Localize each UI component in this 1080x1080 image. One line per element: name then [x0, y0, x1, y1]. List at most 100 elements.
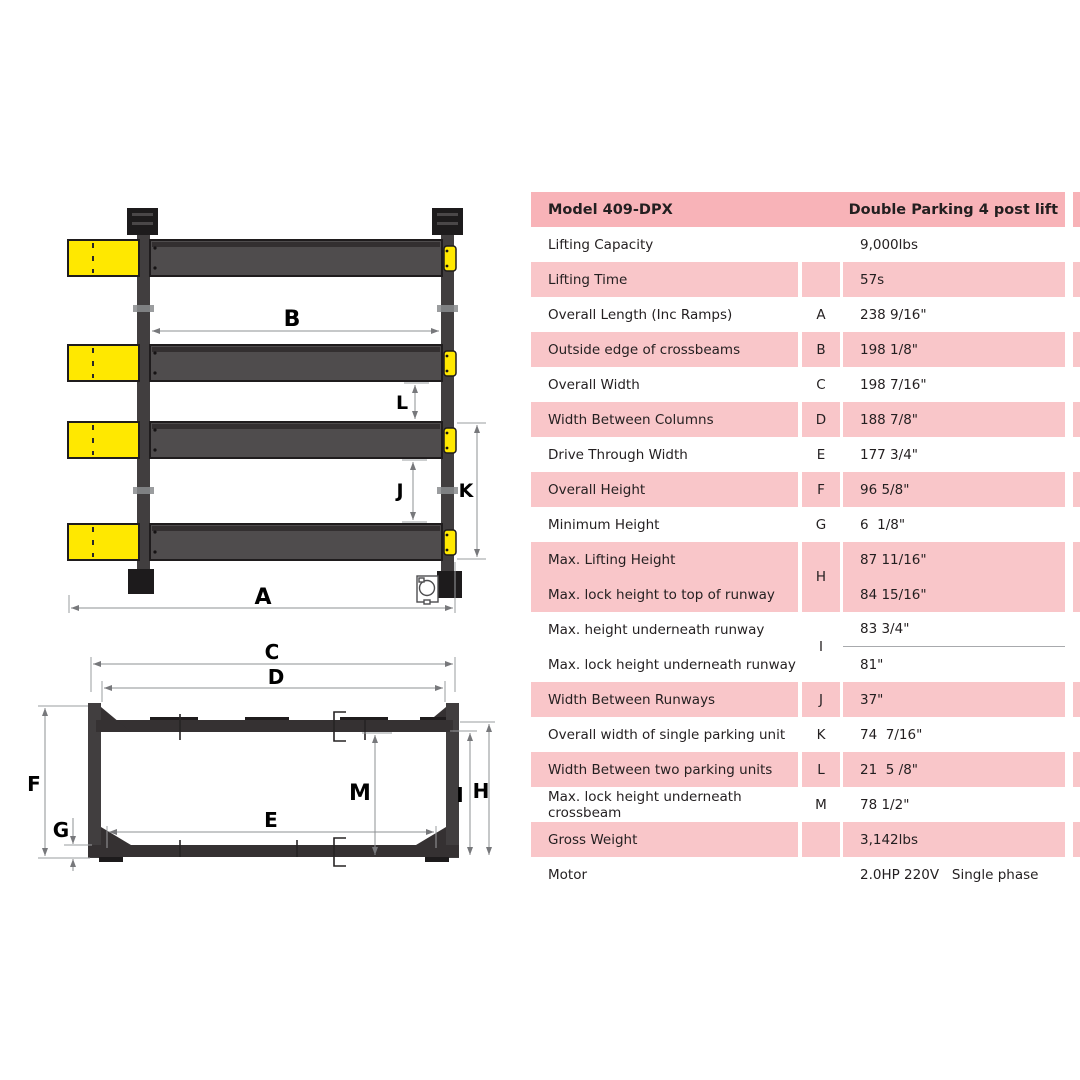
dim-label-h: H [473, 779, 490, 803]
spec-label: Outside edge of crossbeams [531, 332, 798, 367]
dimension-i: I [450, 730, 477, 855]
table-edge-sliver [1073, 402, 1080, 437]
table-edge-sliver [1073, 822, 1080, 857]
spec-label: Drive Through Width [531, 437, 798, 472]
table-header-row: Model 409-DPX Double Parking 4 post lift [531, 192, 1080, 227]
runway-assembly [67, 239, 457, 277]
spec-value: 78 1/2" [843, 787, 1065, 822]
spec-label-group: Max. Lifting Height Max. lock height to … [531, 542, 798, 612]
spec-letter: I [802, 612, 840, 682]
table-edge-sliver [1073, 612, 1080, 682]
dimension-l: L [396, 382, 429, 419]
dim-label-f: F [27, 772, 41, 796]
table-row: Lifting Time 57s [531, 262, 1080, 297]
spec-letter: B [802, 332, 840, 367]
spec-value: 198 1/8" [843, 332, 1065, 367]
spec-label: Lifting Capacity [531, 227, 798, 262]
spec-label: Overall width of single parking unit [531, 717, 798, 752]
dimension-j: J [394, 459, 427, 523]
dimension-h: H [460, 721, 495, 855]
spec-value: 84 15/16" [860, 586, 927, 603]
spec-label: Overall Height [531, 472, 798, 507]
dim-label-m: M [349, 781, 371, 806]
table-row: Width Between Columns D 188 7/8" [531, 402, 1080, 437]
spec-label: Overall Width [531, 367, 798, 402]
dim-label-e: E [264, 808, 278, 832]
foot-plate [425, 857, 449, 862]
bottom-crossbeam [88, 845, 459, 857]
dimension-g: G [53, 818, 92, 871]
post-cap [432, 208, 463, 235]
table-edge-sliver [1073, 367, 1080, 402]
dim-label-i: I [456, 783, 463, 807]
front-view-diagram: C D F G [27, 640, 495, 871]
spec-value: 21 5 /8" [843, 752, 1065, 787]
dim-label-k: K [459, 480, 475, 502]
dimension-k: K [457, 422, 486, 560]
table-edge-sliver [1073, 717, 1080, 752]
table-edge-sliver [1073, 297, 1080, 332]
spec-label: Width Between Columns [531, 402, 798, 437]
dimension-b: B [152, 307, 439, 334]
table-edge-sliver [1073, 472, 1080, 507]
spec-value: 74 7/16" [843, 717, 1065, 752]
runway-assembly [67, 421, 457, 459]
table-row: Minimum Height G 6 1/8" [531, 507, 1080, 542]
spec-label: Gross Weight [531, 822, 798, 857]
table-row: Lifting Capacity 9,000lbs [531, 227, 1080, 262]
spec-table: Model 409-DPX Double Parking 4 post lift… [531, 192, 1080, 892]
spec-letter [802, 262, 840, 297]
table-edge-sliver [1073, 227, 1080, 262]
dimension-c: C [90, 640, 456, 692]
spec-label: Max. lock height underneath crossbeam [531, 787, 798, 822]
spec-label: Motor [531, 857, 798, 892]
table-row: Max. lock height underneath crossbeam M … [531, 787, 1080, 822]
table-edge-sliver [1073, 752, 1080, 787]
spec-value-group: 83 3/4" 81" [843, 612, 1065, 682]
product-title: Double Parking 4 post lift [848, 201, 1058, 218]
runway-assembly [67, 523, 457, 561]
spec-letter [802, 857, 840, 892]
table-edge-sliver [1073, 262, 1080, 297]
table-row: Width Between two parking units L 21 5 /… [531, 752, 1080, 787]
spec-value: 83 3/4" [843, 612, 1065, 647]
spec-label: Width Between two parking units [531, 752, 798, 787]
runway-assembly [67, 344, 457, 382]
dimension-d: D [101, 665, 446, 702]
spec-label-group: Max. height underneath runway Max. lock … [531, 612, 798, 682]
right-post [446, 703, 459, 858]
spec-label: Width Between Runways [531, 682, 798, 717]
post-cap [127, 208, 158, 235]
foot-plate [99, 857, 123, 862]
spec-letter [802, 822, 840, 857]
spec-label: Overall Length (Inc Ramps) [531, 297, 798, 332]
spec-label: Max. Lifting Height [548, 551, 676, 568]
spec-value: 2.0HP 220V Single phase [843, 857, 1065, 892]
table-edge-sliver [1073, 542, 1080, 612]
spec-value: 177 3/4" [843, 437, 1065, 472]
spec-value-group: 87 11/16" 84 15/16" [843, 542, 1065, 612]
spec-value: 57s [843, 262, 1065, 297]
table-edge-sliver [1073, 787, 1080, 822]
spec-label: Max. height underneath runway [548, 621, 765, 638]
table-edge-sliver [1073, 437, 1080, 472]
spec-letter: K [802, 717, 840, 752]
spec-label: Minimum Height [531, 507, 798, 542]
spec-label: Max. lock height underneath runway [548, 656, 796, 673]
table-header: Model 409-DPX Double Parking 4 post lift [531, 192, 1065, 227]
dim-label-b: B [284, 307, 301, 332]
table-edge-sliver [1073, 682, 1080, 717]
dimension-e: E [106, 808, 437, 848]
table-row: Overall Width C 198 7/16" [531, 367, 1080, 402]
table-row: Width Between Runways J 37" [531, 682, 1080, 717]
table-row-merged: Max. Lifting Height Max. lock height to … [531, 542, 1080, 612]
table-row: Overall Length (Inc Ramps) A 238 9/16" [531, 297, 1080, 332]
spec-value: 96 5/8" [843, 472, 1065, 507]
spec-label: Max. lock height to top of runway [548, 586, 775, 603]
post-cap [437, 571, 462, 598]
spec-value: 6 1/8" [843, 507, 1065, 542]
dim-label-j: J [394, 480, 403, 502]
top-view-diagram: B L J K [67, 208, 486, 613]
table-edge-sliver [1073, 857, 1080, 892]
spec-value: 9,000lbs [843, 227, 1065, 262]
